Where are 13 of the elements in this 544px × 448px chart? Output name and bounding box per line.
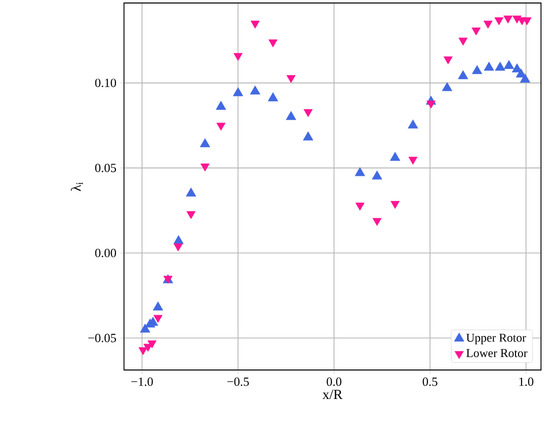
y-axis-title: λ$_{i}$	[70, 182, 83, 192]
legend-label: Lower Rotor	[466, 349, 528, 358]
y-tick-label: 0.00	[95, 248, 116, 258]
x-tick-label: 0.0	[326, 378, 342, 386]
y-tick-label: 0.05	[95, 164, 116, 172]
x-axis-title: x/R	[322, 390, 343, 400]
x-tick-label: −1.0	[131, 378, 153, 386]
y-tick-label: 0.10	[95, 78, 116, 88]
x-tick-label: 0.5	[422, 378, 438, 386]
x-tick-label: 1.0	[519, 378, 534, 386]
y-tick-label: −0.05	[88, 334, 116, 342]
legend-label: Upper Rotor	[466, 334, 526, 344]
x-tick-label: −0.5	[227, 378, 249, 386]
